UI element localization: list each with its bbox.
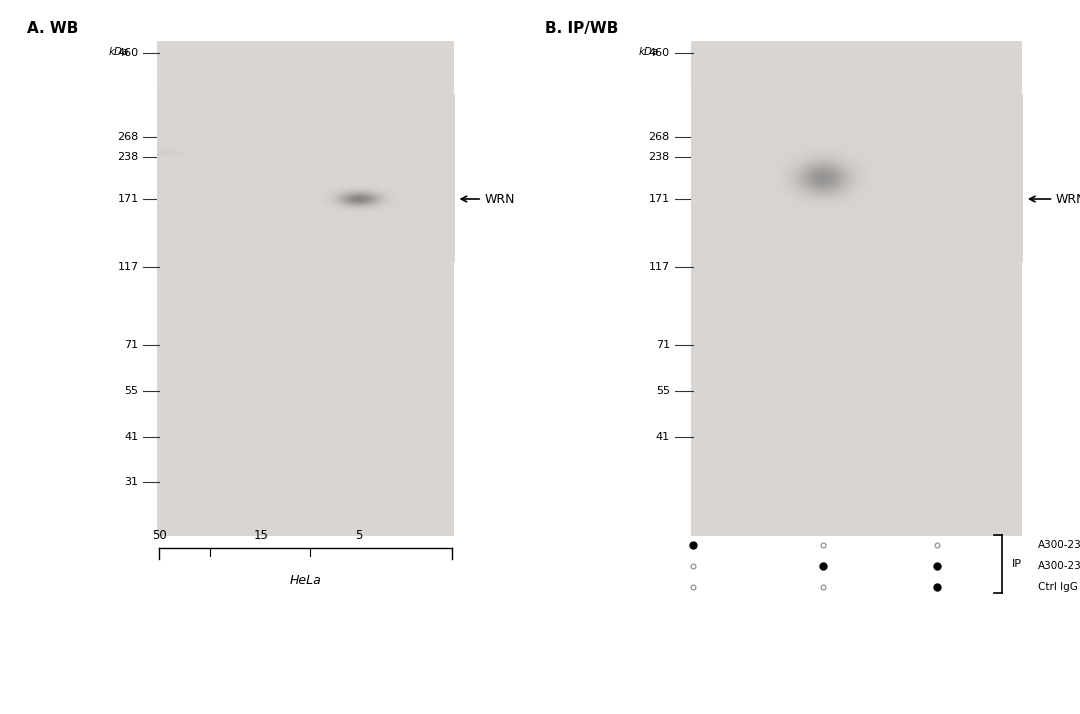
- Text: 71: 71: [656, 341, 670, 351]
- Bar: [690, 41, 1023, 536]
- Text: 238: 238: [649, 152, 670, 162]
- Text: B. IP/WB: B. IP/WB: [545, 21, 619, 36]
- Text: 460: 460: [118, 49, 138, 59]
- Text: kDa: kDa: [639, 47, 660, 57]
- Bar: [157, 41, 455, 536]
- Text: WRN: WRN: [1056, 193, 1080, 206]
- Text: 71: 71: [124, 341, 138, 351]
- Text: 55: 55: [656, 386, 670, 396]
- Text: 117: 117: [118, 262, 138, 272]
- Text: kDa: kDa: [109, 47, 130, 57]
- Text: 41: 41: [124, 431, 138, 441]
- Text: 460: 460: [649, 49, 670, 59]
- Text: 55: 55: [124, 386, 138, 396]
- Text: Ctrl IgG: Ctrl IgG: [1038, 582, 1078, 592]
- Text: 31: 31: [124, 477, 138, 487]
- Text: 171: 171: [118, 194, 138, 204]
- Text: A300-238A: A300-238A: [1038, 540, 1080, 550]
- Text: 171: 171: [649, 194, 670, 204]
- Text: IP: IP: [1012, 559, 1022, 569]
- Text: 5: 5: [355, 529, 363, 542]
- Text: 15: 15: [254, 529, 269, 542]
- Text: 117: 117: [649, 262, 670, 272]
- Text: 41: 41: [656, 431, 670, 441]
- Text: A. WB: A. WB: [27, 21, 79, 36]
- Text: 50: 50: [152, 529, 166, 542]
- Text: 238: 238: [118, 152, 138, 162]
- Text: 268: 268: [118, 132, 138, 142]
- Text: A300-239A: A300-239A: [1038, 561, 1080, 571]
- Bar: [690, 41, 1023, 536]
- Text: 268: 268: [649, 132, 670, 142]
- Text: HeLa: HeLa: [289, 574, 322, 587]
- Bar: [157, 41, 455, 536]
- Text: WRN: WRN: [485, 193, 515, 206]
